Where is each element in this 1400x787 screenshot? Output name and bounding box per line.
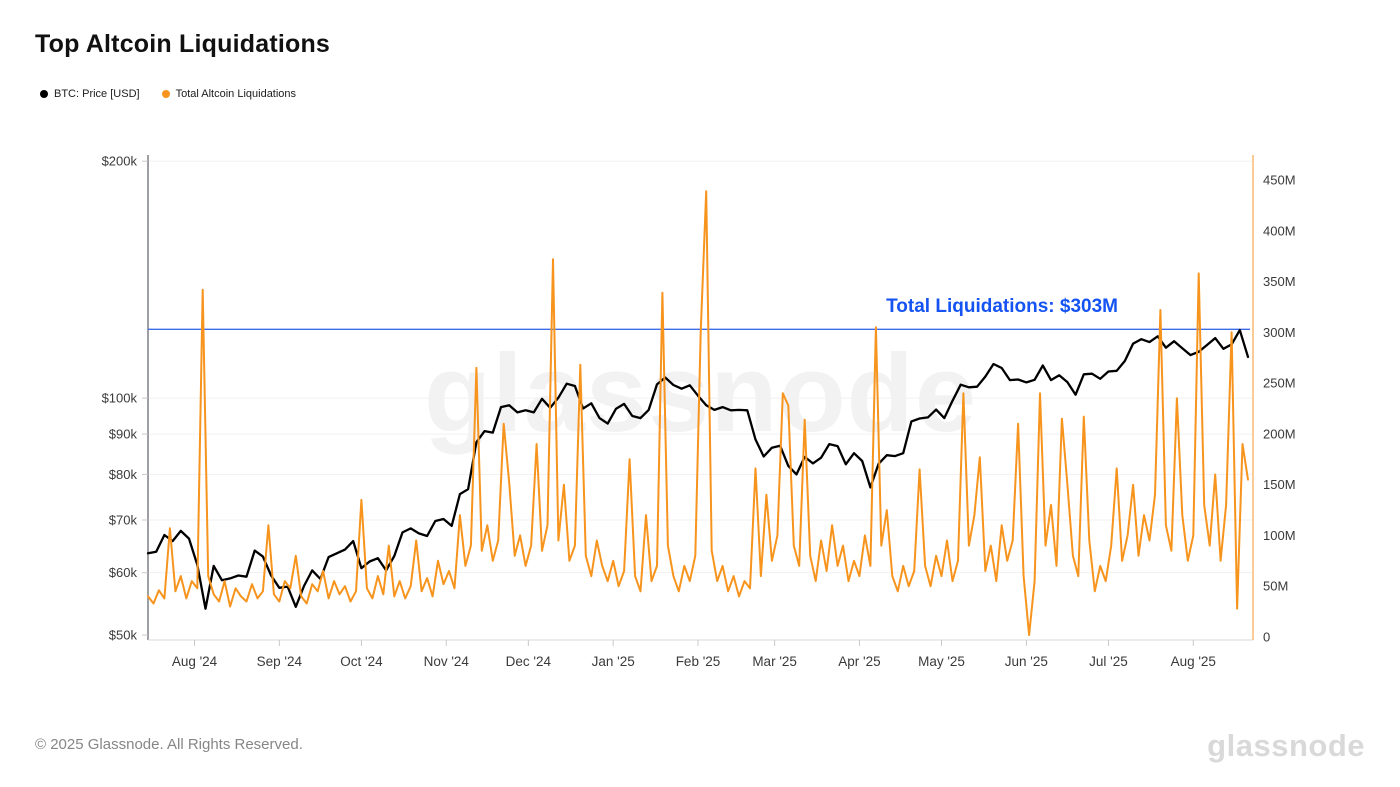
liquidations-line bbox=[147, 190, 1249, 636]
right-axis-label: 250M bbox=[1263, 376, 1296, 391]
legend-item-btc-price[interactable]: BTC: Price [USD] bbox=[40, 88, 140, 100]
legend-dot-btc-icon bbox=[40, 90, 48, 98]
chart-legend: BTC: Price [USD] Total Altcoin Liquidati… bbox=[40, 88, 296, 100]
x-axis-label: Sep '24 bbox=[257, 654, 303, 669]
chart-canvas[interactable]: $200k $100k $90k $80k $70k $60k $50k 450M 400M 35… bbox=[0, 0, 1400, 720]
x-axis-label: Aug '25 bbox=[1171, 654, 1216, 669]
page-title: Top Altcoin Liquidations bbox=[35, 30, 331, 58]
x-axis-label: Jan '25 bbox=[592, 654, 635, 669]
right-axis-label: 200M bbox=[1263, 426, 1296, 441]
x-axis-label: Nov '24 bbox=[424, 654, 470, 669]
chart-area[interactable]: $200k $100k $90k $80k $70k $60k $50k 450M 400M 35… bbox=[0, 0, 1400, 720]
right-axis-label: 400M bbox=[1263, 223, 1296, 238]
right-axis-label: 300M bbox=[1263, 325, 1296, 340]
legend-label-liquidations: Total Altcoin Liquidations bbox=[175, 88, 297, 100]
x-axis-label: Feb '25 bbox=[676, 654, 721, 669]
x-axis-label: Dec '24 bbox=[506, 654, 552, 669]
right-axis-label: 0 bbox=[1263, 630, 1270, 645]
x-axis-label: Aug '24 bbox=[172, 654, 218, 669]
left-axis-label: $90k bbox=[109, 427, 138, 442]
x-axis-label: Mar '25 bbox=[752, 654, 797, 669]
right-axis-label: 50M bbox=[1263, 579, 1288, 594]
copyright-text: © 2025 Glassnode. All Rights Reserved. bbox=[35, 736, 303, 753]
x-axis-label: Jun '25 bbox=[1005, 654, 1048, 669]
left-axis-label: $100k bbox=[102, 391, 138, 406]
legend-dot-liquidations-icon bbox=[161, 90, 170, 98]
btc-price-line bbox=[146, 328, 1250, 610]
glassnode-logo: glassnode bbox=[1207, 728, 1365, 763]
left-axis-label: $70k bbox=[109, 512, 138, 527]
right-axis-label: 350M bbox=[1263, 274, 1296, 289]
x-axis-label: May '25 bbox=[918, 654, 965, 669]
x-axis-label: Jul '25 bbox=[1089, 654, 1128, 669]
x-axis-label: Oct '24 bbox=[340, 654, 383, 669]
left-axis-label: $200k bbox=[102, 154, 138, 169]
right-axis-label: 150M bbox=[1263, 477, 1296, 492]
left-axis-label: $60k bbox=[109, 565, 138, 580]
legend-item-liquidations[interactable]: Total Altcoin Liquidations bbox=[161, 88, 297, 100]
right-axis-label: 100M bbox=[1263, 528, 1296, 543]
right-axis-label: 450M bbox=[1263, 173, 1296, 188]
left-axis-label: $50k bbox=[109, 628, 138, 643]
left-axis-label: $80k bbox=[109, 467, 138, 482]
total-liquidations-annotation: Total Liquidations: $303M bbox=[886, 296, 1118, 317]
legend-label-btc: BTC: Price [USD] bbox=[54, 88, 140, 100]
x-axis-label: Apr '25 bbox=[838, 654, 880, 669]
